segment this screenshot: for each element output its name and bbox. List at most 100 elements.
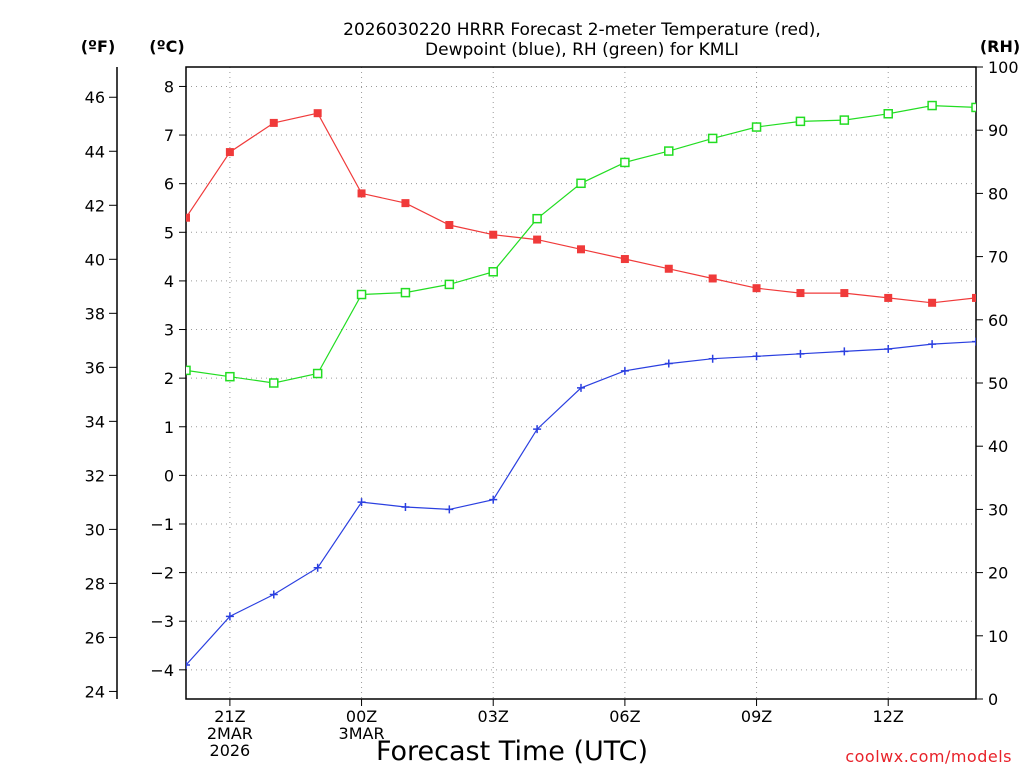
x-tick-label: 2MAR bbox=[207, 724, 253, 743]
celsius-tick-label: 1 bbox=[164, 418, 174, 437]
temperature-point bbox=[884, 293, 893, 302]
rh-point bbox=[707, 133, 718, 144]
dewpoint-point bbox=[840, 347, 849, 356]
fahrenheit-tick-label: 44 bbox=[85, 142, 105, 161]
chart-title-line-1: 2026030220 HRRR Forecast 2-meter Tempera… bbox=[343, 20, 821, 40]
x-tick-label: 12Z bbox=[873, 707, 904, 726]
fahrenheit-tick-label: 34 bbox=[85, 412, 105, 431]
rh-point bbox=[356, 289, 367, 300]
temperature-point bbox=[708, 274, 717, 283]
fahrenheit-tick-label: 40 bbox=[85, 250, 105, 269]
fahrenheit-tick-label: 42 bbox=[85, 196, 105, 215]
x-tick-label: 2026 bbox=[210, 741, 251, 760]
x-tick-label: 3MAR bbox=[339, 724, 385, 743]
temperature-point bbox=[620, 255, 629, 264]
dewpoint-point bbox=[620, 366, 629, 375]
temperature-point bbox=[752, 284, 761, 293]
fahrenheit-tick-label: 32 bbox=[85, 466, 105, 485]
temperature-point bbox=[796, 289, 805, 298]
rh-point bbox=[400, 287, 411, 298]
celsius-tick-label: 6 bbox=[164, 175, 174, 194]
rh-point bbox=[532, 213, 542, 224]
dewpoint-point bbox=[489, 495, 498, 504]
rh-point bbox=[839, 115, 850, 125]
rh-point bbox=[620, 157, 630, 168]
x-tick-label: 21Z bbox=[214, 707, 245, 726]
rh-tick-label: 60 bbox=[988, 311, 1008, 330]
celsius-tick-label: 4 bbox=[164, 272, 174, 291]
fahrenheit-tick-label: 36 bbox=[85, 358, 105, 377]
rh-point bbox=[444, 279, 455, 290]
temperature-point bbox=[269, 118, 278, 127]
temperature-point bbox=[313, 109, 322, 118]
dewpoint-point bbox=[577, 383, 585, 392]
fahrenheit-tick-label: 28 bbox=[85, 574, 105, 593]
dewpoint-point bbox=[884, 344, 893, 353]
x-axis-label: Forecast Time (UTC) bbox=[376, 736, 648, 767]
fahrenheit-tick-label: 46 bbox=[85, 88, 105, 107]
rh-tick-label: 40 bbox=[988, 437, 1008, 456]
dewpoint-point bbox=[796, 349, 805, 358]
fahrenheit-tick-label: 26 bbox=[85, 628, 105, 647]
rh-tick-label: 100 bbox=[988, 58, 1019, 77]
rh-unit-label: (RH) bbox=[980, 37, 1020, 56]
temperature-point bbox=[972, 293, 976, 302]
dewpoint-point bbox=[357, 498, 366, 507]
fahrenheit-tick-label: 38 bbox=[85, 304, 105, 323]
rh-line bbox=[186, 104, 976, 384]
rh-point bbox=[488, 267, 498, 277]
dewpoint-point bbox=[445, 505, 454, 514]
celsius-tick-label: −1 bbox=[150, 515, 174, 534]
temperature-point bbox=[357, 189, 366, 198]
rh-point bbox=[971, 102, 976, 113]
dewpoint-point bbox=[401, 502, 410, 511]
dewpoint-point bbox=[664, 359, 673, 368]
x-tick-label: 03Z bbox=[478, 707, 509, 726]
rh-tick-label: 80 bbox=[988, 184, 1008, 203]
rh-point bbox=[664, 146, 674, 156]
dewpoint-point bbox=[928, 340, 937, 349]
x-tick-label: 00Z bbox=[346, 707, 377, 726]
rh-tick-label: 90 bbox=[988, 121, 1008, 140]
rh-tick-label: 30 bbox=[988, 500, 1008, 519]
rh-point bbox=[312, 368, 323, 379]
rh-tick-label: 0 bbox=[988, 690, 998, 709]
dewpoint-point bbox=[269, 590, 278, 599]
axes: −4−3−2−101234567824262830323436384042444… bbox=[85, 58, 1019, 760]
celsius-tick-label: 8 bbox=[164, 77, 174, 96]
dewpoint-point bbox=[708, 354, 717, 363]
dewpoint-point bbox=[313, 563, 322, 572]
rh-point bbox=[225, 371, 235, 382]
fahrenheit-unit-label: (ºF) bbox=[81, 37, 116, 56]
temperature-point bbox=[225, 148, 234, 157]
temperature-point bbox=[186, 213, 190, 222]
rh-point bbox=[883, 109, 893, 119]
series-dewpoint bbox=[186, 337, 976, 669]
temperature-point bbox=[533, 235, 542, 244]
temperature-point bbox=[928, 298, 937, 307]
temperature-point bbox=[401, 199, 410, 208]
x-tick-label: 06Z bbox=[609, 707, 640, 726]
series-rh bbox=[186, 100, 976, 388]
rh-point bbox=[576, 178, 586, 189]
rh-point bbox=[269, 378, 279, 388]
dewpoint-point bbox=[225, 612, 234, 621]
celsius-tick-label: 7 bbox=[164, 126, 174, 145]
rh-tick-label: 10 bbox=[988, 627, 1008, 646]
x-tick-label: 09Z bbox=[741, 707, 772, 726]
dewpoint-point bbox=[186, 660, 190, 669]
dewpoint-point bbox=[972, 337, 976, 346]
celsius-tick-label: 0 bbox=[164, 466, 174, 485]
fahrenheit-tick-label: 30 bbox=[85, 520, 105, 539]
celsius-tick-label: 3 bbox=[164, 321, 174, 340]
series-layer bbox=[186, 100, 976, 669]
rh-point bbox=[186, 365, 191, 376]
temperature-point bbox=[445, 221, 454, 229]
temperature-point bbox=[664, 264, 673, 273]
celsius-unit-label: (ºC) bbox=[149, 37, 184, 56]
temperature-line bbox=[186, 112, 976, 304]
series-temperature bbox=[186, 109, 976, 307]
rh-point bbox=[795, 116, 806, 127]
dewpoint-point bbox=[752, 352, 761, 361]
